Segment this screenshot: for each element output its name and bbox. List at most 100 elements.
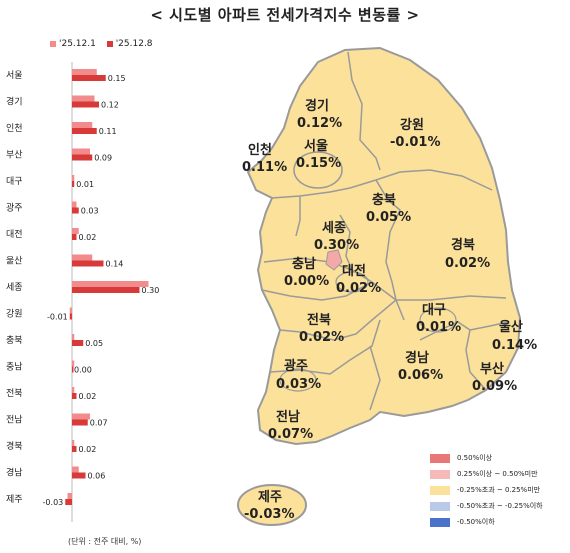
bar-prev: [72, 281, 149, 287]
bar-prev: [72, 334, 75, 340]
bar-curr: [72, 75, 106, 81]
category-label: 강원: [6, 309, 23, 320]
category-label: 전북: [6, 388, 23, 399]
bar-prev: [72, 122, 93, 128]
category-label: 제주: [6, 494, 23, 505]
value-label: 0.12: [101, 101, 119, 110]
map-daejeon: [335, 271, 369, 293]
bar-curr: [72, 128, 97, 134]
bar-curr: [72, 154, 93, 161]
bar-prev: [72, 254, 93, 261]
value-label: 0.02: [79, 445, 97, 454]
bar-chart: 서울 0.15 경기 0.12 인천 0.11 부산 0.09 대구 0.01 광주 0.03 대전 0.…: [6, 62, 160, 522]
map-label-gyeonggi-value: 0.12%: [297, 116, 343, 131]
map-label-chungnam-value: 0.00%: [284, 274, 330, 289]
value-label: 0.15: [108, 74, 126, 83]
bar-prev: [69, 307, 72, 314]
category-label: 세종: [6, 282, 23, 293]
map-label-gyeongbuk-value: 0.02%: [445, 256, 491, 271]
value-label: 0.30: [142, 286, 160, 295]
map-label-jeju-value: -0.03%: [244, 507, 295, 522]
map-label-seoul-value: 0.15%: [296, 156, 342, 171]
map-legend-swatch: [430, 485, 450, 495]
legend-label-prev: '25.12.1: [59, 39, 96, 49]
map-legend-swatch: [430, 469, 450, 479]
category-label: 경북: [6, 440, 23, 452]
bar-prev: [67, 493, 72, 499]
map-label-incheon-name: 인천: [248, 143, 272, 158]
map-label-jeonbuk-name: 전북: [307, 313, 331, 328]
value-label: 0.00: [74, 366, 92, 375]
chart-title: < 시도별 아파트 전세가격지수 변동률 >: [150, 6, 420, 24]
bar-curr: [72, 101, 99, 108]
bar-prev: [72, 95, 95, 102]
bar-legend: '25.12.1 '25.12.8: [50, 39, 161, 49]
map-label-sejong-value: 0.30%: [314, 238, 360, 253]
legend-swatch-prev: [50, 40, 56, 47]
map-label-ulsan-name: 울산: [499, 320, 523, 335]
bar-curr: [72, 207, 79, 214]
bar-prev: [72, 360, 75, 367]
bar-curr: [72, 234, 77, 240]
value-label: 0.02: [79, 233, 97, 242]
bar-curr: [69, 313, 72, 320]
category-label: 부산: [6, 150, 23, 161]
map-label-busan-name: 부산: [480, 362, 504, 377]
map-sejong: [325, 249, 343, 271]
map-seoul: [293, 151, 343, 189]
map-label-jeonbuk-value: 0.02%: [299, 330, 345, 345]
bar-prev: [72, 175, 75, 181]
value-label: 0.09: [94, 154, 112, 163]
value-label: 0.11: [99, 127, 117, 136]
bar-curr: [72, 446, 77, 452]
map-label-gyeonggi-name: 경기: [305, 99, 329, 114]
map-legend-row: 0.25%이상 ~ 0.50%미만: [430, 466, 543, 482]
category-label: 전남: [6, 415, 23, 426]
bar-curr: [72, 366, 74, 373]
category-label: 경기: [6, 96, 23, 108]
bar-prev: [72, 69, 97, 75]
bar-curr: [72, 181, 75, 187]
value-label: -0.03: [43, 498, 64, 507]
map-label-incheon-value: 0.11%: [242, 160, 288, 175]
value-label: 0.02: [79, 392, 97, 401]
value-label: 0.05: [85, 339, 103, 348]
bar-curr: [72, 260, 104, 267]
map-legend-swatch: [430, 453, 450, 463]
bar-curr: [72, 287, 140, 293]
category-label: 광주: [6, 202, 23, 214]
map-label-gwangju-name: 광주: [284, 359, 308, 374]
map-label-chungnam-name: 충남: [292, 257, 316, 272]
category-label: 인천: [6, 123, 23, 134]
bar-prev: [72, 201, 77, 208]
legend-item-prev: '25.12.1: [50, 39, 96, 49]
category-label: 충남: [6, 362, 23, 373]
map-legend-label: -0.50%초과 ~ -0.25%이하: [457, 502, 543, 510]
value-label: 0.14: [106, 260, 124, 269]
map-label-sejong-name: 세종: [322, 221, 346, 236]
map-label-jeonnam-value: 0.07%: [268, 427, 314, 442]
map-legend: 0.50%이상 0.25%이상 ~ 0.50%미만 -0.25%초과 ~ 0.2…: [430, 450, 543, 530]
map-label-chungbuk-value: 0.05%: [366, 210, 412, 225]
map-legend-label: 0.50%이상: [457, 454, 493, 462]
map-legend-label: 0.25%이상 ~ 0.50%미만: [457, 470, 538, 478]
map-legend-label: -0.50%이하: [457, 518, 495, 526]
map-legend-row: -0.50%초과 ~ -0.25%이하: [430, 498, 543, 514]
value-label: 0.06: [88, 472, 106, 481]
map-label-jeonnam-name: 전남: [276, 410, 300, 425]
category-label: 대전: [6, 229, 23, 240]
category-label: 울산: [6, 256, 23, 267]
map-jeju: [237, 484, 307, 526]
bar-prev: [72, 228, 79, 234]
map-label-gyeongbuk-name: 경북: [451, 238, 475, 253]
map-label-busan-value: 0.09%: [472, 379, 518, 394]
bar-curr: [72, 340, 84, 346]
map-gwangju: [279, 368, 317, 392]
map-label-daegu-name: 대구: [422, 303, 446, 318]
map-label-gyeongnam-value: 0.06%: [398, 368, 444, 383]
value-label: -0.01: [47, 313, 68, 322]
map-label-ulsan-value: 0.14%: [492, 338, 538, 353]
map-mainland: [246, 46, 522, 446]
map-label-gwangju-value: 0.03%: [276, 377, 322, 392]
value-label: 0.07: [90, 419, 108, 428]
